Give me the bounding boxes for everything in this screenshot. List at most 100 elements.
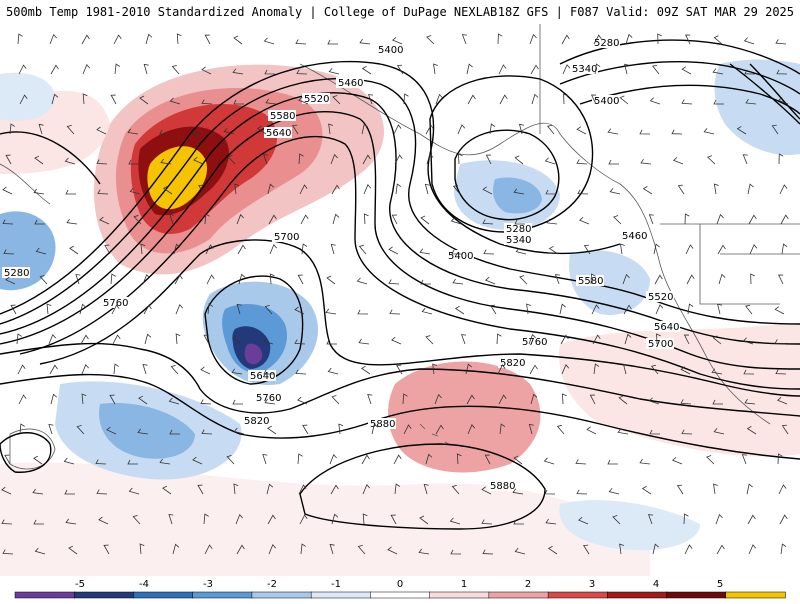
wind-barb bbox=[389, 309, 401, 315]
map-title: 500mb Temp 1981-2010 Standardized Anomal… bbox=[6, 5, 498, 19]
wind-barb bbox=[97, 189, 109, 195]
wind-barb bbox=[163, 185, 173, 195]
wind-barb bbox=[263, 154, 269, 165]
wind-barb bbox=[332, 95, 341, 105]
contour-label: 5880 bbox=[490, 481, 515, 492]
wind-barb bbox=[362, 154, 371, 165]
wind-barb bbox=[576, 159, 588, 165]
wind-barb bbox=[331, 395, 340, 405]
wind-barb bbox=[1, 486, 12, 495]
wind-barb bbox=[227, 155, 236, 165]
wind-barb bbox=[367, 394, 373, 405]
wind-barb bbox=[175, 303, 184, 315]
wind-barb bbox=[128, 487, 140, 495]
wind-barb bbox=[294, 306, 305, 315]
wind-barb bbox=[139, 543, 145, 555]
wind-barb bbox=[647, 514, 654, 525]
wind-barb bbox=[609, 188, 621, 195]
wind-barb bbox=[266, 483, 274, 495]
wind-barb bbox=[684, 213, 690, 225]
wind-barb bbox=[191, 129, 203, 135]
wind-barb bbox=[747, 183, 754, 195]
wind-barb bbox=[706, 455, 715, 465]
wind-barb bbox=[711, 368, 723, 375]
wind-barb bbox=[607, 128, 619, 135]
wind-barb bbox=[172, 543, 180, 555]
wind-barb bbox=[171, 64, 180, 75]
wind-barb bbox=[234, 183, 240, 195]
wind-barb bbox=[713, 183, 719, 195]
wind-barb bbox=[496, 333, 502, 345]
wind-barb bbox=[513, 519, 525, 525]
colorbar-tick-label: -2 bbox=[267, 579, 277, 590]
wind-barb bbox=[420, 215, 430, 225]
wind-barb bbox=[653, 243, 660, 255]
wind-barb bbox=[736, 126, 747, 135]
wind-barb bbox=[425, 124, 434, 135]
wind-barb bbox=[96, 159, 108, 165]
wind-barb bbox=[359, 38, 371, 45]
wind-barb bbox=[561, 393, 567, 405]
wind-barb bbox=[748, 544, 757, 555]
wind-barb bbox=[38, 123, 44, 135]
wind-barb bbox=[326, 339, 338, 345]
wind-barb bbox=[515, 247, 527, 255]
wind-barb bbox=[114, 63, 121, 75]
wind-barb bbox=[295, 39, 307, 45]
wind-barb bbox=[173, 243, 181, 255]
wind-barb bbox=[774, 339, 786, 345]
wind-barb bbox=[545, 189, 557, 195]
wind-barb bbox=[483, 249, 495, 255]
wind-barb bbox=[686, 274, 695, 285]
wind-barb bbox=[19, 423, 25, 435]
wind-barb bbox=[325, 308, 337, 315]
wind-barb bbox=[137, 428, 149, 435]
wind-barb bbox=[200, 399, 212, 405]
wind-barb bbox=[512, 488, 524, 495]
wind-barb bbox=[236, 544, 245, 555]
wind-barb bbox=[454, 305, 465, 315]
wind-barb bbox=[777, 453, 783, 465]
wind-barb bbox=[586, 426, 597, 435]
wind-barb bbox=[174, 274, 183, 285]
wind-barb bbox=[298, 96, 309, 105]
wind-barb bbox=[330, 243, 336, 255]
wind-barb bbox=[104, 244, 111, 255]
wind-barb bbox=[745, 304, 753, 315]
wind-barb bbox=[457, 124, 466, 135]
contour-labels: 5400 5460 5520 5580 5640 5700 5760 5280 … bbox=[2, 37, 680, 492]
wind-barb bbox=[513, 455, 523, 465]
wind-barb bbox=[113, 34, 122, 45]
wind-barb bbox=[514, 219, 526, 225]
wind-barb bbox=[592, 334, 601, 345]
wind-barb bbox=[203, 334, 210, 345]
wind-barb bbox=[169, 429, 181, 435]
wind-barb bbox=[712, 335, 722, 345]
wind-barb bbox=[576, 126, 587, 135]
wind-barb bbox=[237, 244, 246, 255]
contour-label: 5820 bbox=[244, 416, 269, 427]
wind-barb bbox=[388, 279, 400, 285]
colorbar-swatch bbox=[666, 591, 727, 599]
wind-barb bbox=[9, 123, 15, 135]
wind-barb bbox=[685, 244, 694, 255]
wind-barb bbox=[528, 423, 534, 435]
wind-barb bbox=[680, 399, 692, 405]
wind-barb bbox=[425, 335, 434, 345]
wind-barb bbox=[619, 243, 625, 255]
wind-barb bbox=[435, 93, 443, 105]
wind-barb bbox=[269, 273, 275, 285]
wind-barb bbox=[676, 484, 684, 495]
wind-barb bbox=[357, 309, 369, 315]
wind-barb bbox=[168, 397, 180, 405]
wind-barb bbox=[233, 483, 239, 495]
wind-barb bbox=[223, 127, 235, 135]
wind-barb bbox=[332, 213, 340, 225]
wind-barb bbox=[485, 154, 492, 165]
wind-barb bbox=[393, 124, 402, 135]
wind-barb bbox=[388, 246, 399, 255]
wind-barb bbox=[367, 94, 374, 105]
wind-barb bbox=[575, 459, 587, 465]
wind-barb bbox=[50, 393, 58, 405]
wind-barb bbox=[499, 423, 506, 435]
